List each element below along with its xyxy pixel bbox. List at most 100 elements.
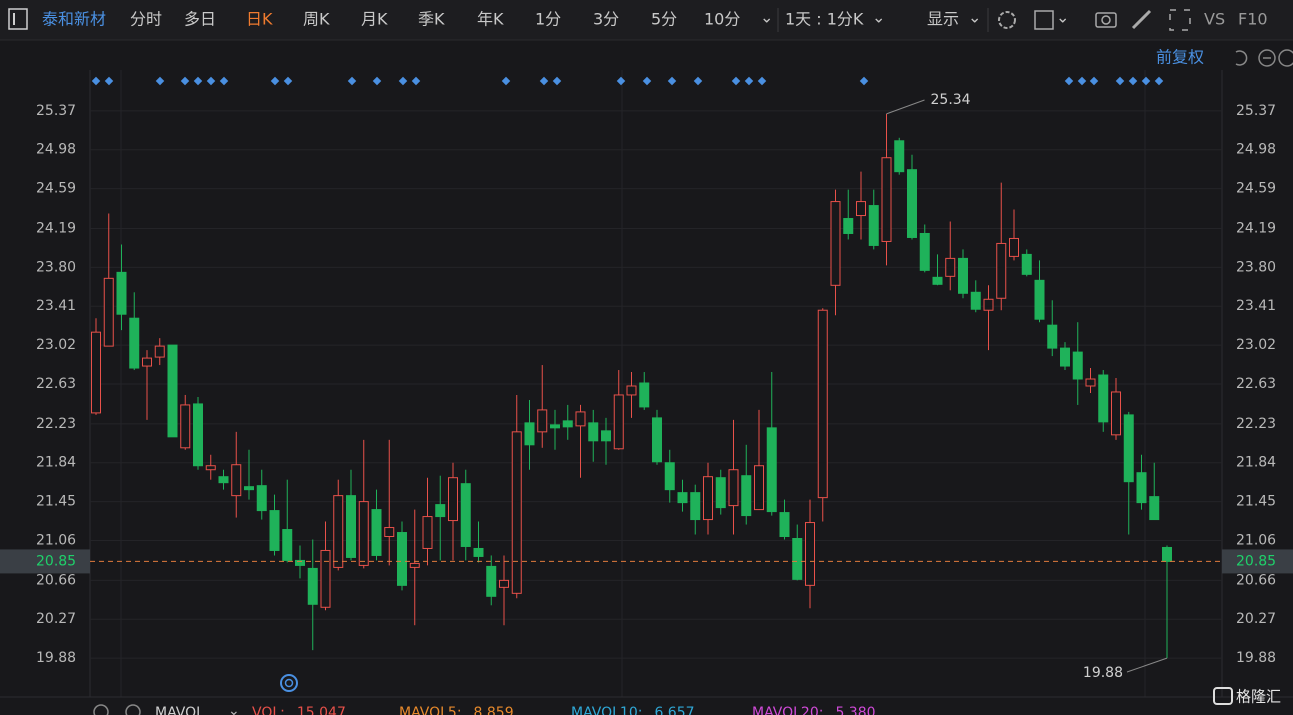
y-tick-label: 19.88: [36, 650, 76, 666]
vol-item-value: 5,380: [835, 705, 875, 715]
period-tab[interactable]: 周K: [303, 10, 330, 29]
vol-settings-icon[interactable]: [93, 704, 109, 715]
candle-body: [295, 559, 305, 566]
period-tab[interactable]: 日K: [246, 10, 273, 29]
event-dot[interactable]: [104, 76, 114, 86]
high-pointer: [886, 99, 925, 115]
candle-body: [792, 538, 803, 580]
pencil-icon[interactable]: [1131, 9, 1152, 30]
period-tab[interactable]: 月K: [361, 10, 388, 29]
f10-button[interactable]: F10: [1238, 10, 1268, 29]
interval[interactable]: 1天 : 1分K: [785, 10, 864, 29]
period-tab[interactable]: 5分: [651, 10, 677, 29]
candle-body: [256, 485, 267, 512]
vol-title: MAVOL: [155, 705, 204, 715]
event-dot[interactable]: [193, 76, 203, 86]
period-tab[interactable]: 多日: [184, 10, 216, 29]
y-tick-label-right: 21.84: [1236, 455, 1276, 471]
adjust-mode[interactable]: 前复权: [1156, 48, 1204, 67]
y-tick-label: 22.23: [36, 416, 76, 432]
event-dot[interactable]: [206, 76, 216, 86]
event-dot[interactable]: [347, 76, 357, 86]
period-tab[interactable]: 3分: [593, 10, 619, 29]
zoom-out-icon[interactable]: [1258, 49, 1276, 67]
y-tick-label: 24.98: [36, 142, 76, 158]
candle-body: [282, 529, 293, 561]
period-tab[interactable]: 年K: [477, 10, 504, 29]
low-pointer: [1126, 657, 1168, 673]
y-tick-label-right: 24.19: [1236, 220, 1276, 236]
candle-body: [613, 394, 624, 450]
price-label-right: 20.85: [1236, 553, 1276, 569]
menu-icon[interactable]: [8, 8, 28, 30]
settings-icon[interactable]: [998, 11, 1016, 29]
event-dot[interactable]: [91, 76, 101, 86]
stock-name[interactable]: 泰和新材: [42, 10, 106, 29]
y-tick-label-right: 24.59: [1236, 181, 1276, 197]
compare-arrow: ⌄: [1056, 8, 1069, 27]
event-marker[interactable]: [280, 674, 298, 692]
candle-body: [1149, 496, 1160, 521]
camera-icon[interactable]: [1095, 12, 1117, 28]
candle-body: [1047, 324, 1058, 349]
candle-body: [307, 567, 318, 605]
event-dot[interactable]: [411, 76, 421, 86]
y-tick-label-right: 23.02: [1236, 337, 1276, 353]
candle-body: [384, 527, 395, 538]
candle-body: [550, 424, 560, 429]
watermark-logo: [1213, 687, 1233, 705]
period-tab[interactable]: 分时: [130, 10, 162, 29]
fullscreen-icon[interactable]: [1169, 9, 1191, 31]
event-dot[interactable]: [283, 76, 293, 86]
display-menu[interactable]: 显示: [927, 10, 959, 29]
event-dot[interactable]: [398, 76, 408, 86]
candle-body: [244, 486, 254, 491]
period-tab[interactable]: 季K: [418, 10, 445, 29]
reset-icon[interactable]: [1235, 50, 1248, 66]
period-tab[interactable]: 1分: [535, 10, 561, 29]
candle-body: [1136, 472, 1147, 504]
candle-body: [346, 495, 356, 558]
event-dot[interactable]: [180, 76, 190, 86]
candle-body: [766, 427, 777, 513]
low-label: 19.88: [1083, 665, 1123, 681]
event-dot[interactable]: [219, 76, 229, 86]
event-dot[interactable]: [501, 76, 511, 86]
candle-body: [894, 140, 905, 173]
vol-item-value: 6,657: [654, 705, 694, 715]
candle-body: [983, 298, 994, 311]
y-tick-label: 23.80: [36, 259, 76, 275]
zoom-in-icon[interactable]: [1278, 49, 1293, 67]
more-arrow[interactable]: ⌄: [760, 8, 773, 27]
candle-body: [805, 522, 815, 586]
period-tab[interactable]: 10分: [704, 10, 740, 29]
candle-body: [588, 422, 599, 442]
y-tick-label: 25.37: [36, 103, 76, 119]
event-dot[interactable]: [372, 76, 382, 86]
event-dot[interactable]: [270, 76, 280, 86]
candle-body: [677, 492, 688, 504]
candle-body: [103, 277, 114, 347]
vol-arrow: ⌄: [228, 703, 240, 715]
candle-body: [422, 516, 433, 549]
candle-body: [703, 476, 713, 521]
price-tag-left: [0, 549, 90, 574]
compare-icon[interactable]: [1034, 10, 1054, 30]
candle-body: [448, 477, 458, 522]
candle-body: [320, 549, 331, 608]
candle-body: [473, 547, 484, 557]
candle-body: [945, 257, 956, 277]
vs-button[interactable]: VS: [1204, 10, 1225, 29]
candle-body: [868, 205, 879, 246]
y-tick-label: 23.02: [36, 337, 76, 353]
vol-item-value: 8,859: [474, 705, 514, 715]
candle-body: [154, 345, 165, 358]
price-label-left: 20.85: [36, 553, 76, 569]
event-dot[interactable]: [155, 76, 165, 86]
candle-body: [652, 417, 662, 463]
interval-arrow: ⌄: [872, 8, 885, 27]
vol-close-icon[interactable]: [125, 704, 141, 715]
y-tick-label: 21.45: [36, 494, 76, 510]
candle-body: [91, 331, 101, 414]
